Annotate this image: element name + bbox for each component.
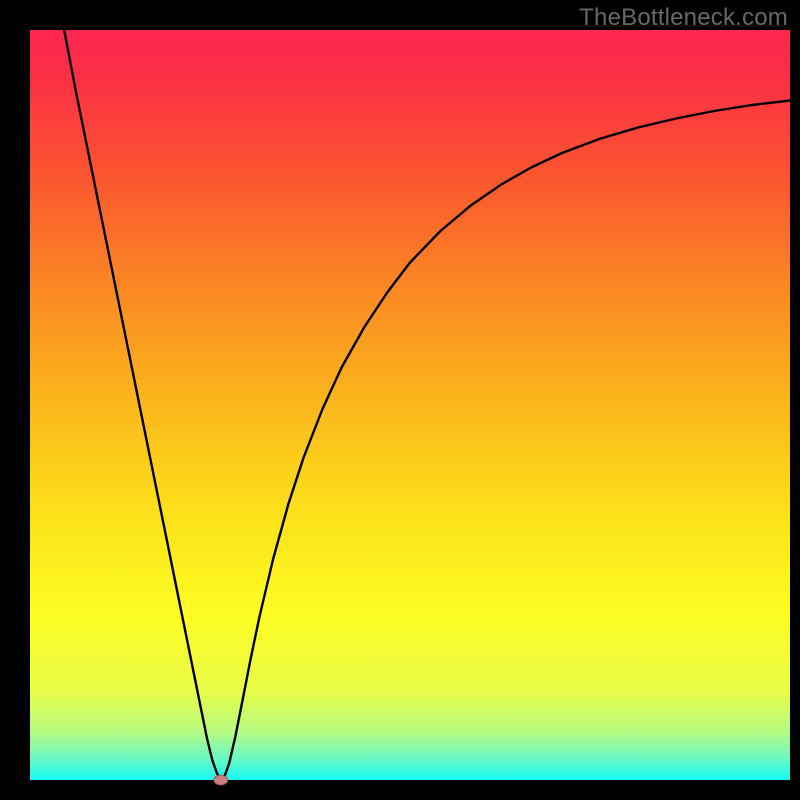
plot-svg bbox=[30, 30, 790, 780]
plot-area bbox=[30, 30, 790, 780]
watermark-text: TheBottleneck.com bbox=[579, 4, 788, 32]
optimal-point-marker bbox=[214, 775, 228, 785]
chart-frame: TheBottleneck.com bbox=[0, 0, 800, 800]
bottleneck-curve bbox=[64, 30, 790, 779]
